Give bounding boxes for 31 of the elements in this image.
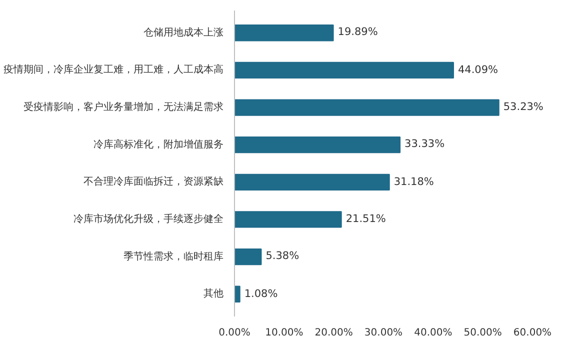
y-tick-label: 仓储用地成本上涨	[144, 26, 224, 38]
x-tick-label: 40.00%	[414, 328, 452, 338]
x-tick-label: 10.00%	[265, 328, 304, 338]
x-tick-label: 50.00%	[464, 328, 502, 338]
y-tick-label: 不合理冷库面临拆迁，资源紧缺	[84, 176, 224, 188]
data-label: 44.09%	[458, 64, 498, 76]
bar	[234, 62, 454, 79]
data-label: 19.89%	[338, 26, 378, 38]
data-label: 53.23%	[503, 101, 544, 114]
x-tick-label: 30.00%	[364, 328, 403, 338]
bar	[234, 24, 334, 42]
y-tick-label: 冷库高标准化，附加增值服务	[94, 138, 224, 150]
y-tick-label: 受疫情影响，客户业务量增加，无法满足需求	[24, 101, 224, 114]
x-tick-label: 20.00%	[314, 328, 353, 338]
data-label: 5.38%	[266, 250, 300, 262]
y-tick-label: 季节性需求，临时租库	[124, 250, 224, 262]
bar	[234, 99, 500, 116]
data-label: 33.33%	[404, 138, 445, 150]
data-label: 1.08%	[244, 288, 278, 300]
y-tick-label: 冷库市场优化升级，手续逐步健全	[74, 212, 224, 225]
data-label: 31.18%	[394, 176, 434, 188]
data-label: 21.51%	[346, 212, 386, 225]
x-tick-label: 0.00%	[218, 328, 250, 338]
bar	[234, 248, 262, 266]
x-tick-label: 60.00%	[513, 328, 552, 338]
y-tick-label: 其他	[204, 288, 224, 300]
bar	[234, 286, 240, 302]
y-tick-label: 疫情期间，冷库企业复工难，用工难，人工成本高	[4, 64, 224, 76]
bar	[234, 211, 342, 228]
bar	[234, 174, 390, 190]
bar	[234, 136, 401, 154]
